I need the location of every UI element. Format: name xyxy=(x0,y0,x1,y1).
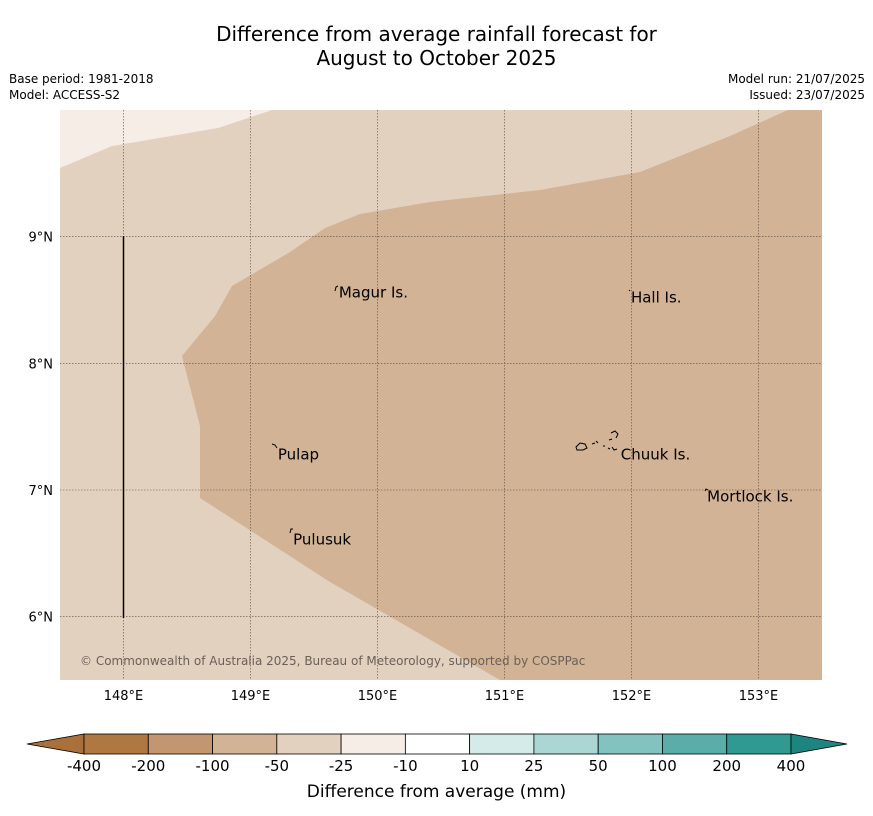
map-tick-labels: 148°E 149°E 150°E 151°E 152°E 153°E 9°N 8°N 7°N 6… xyxy=(29,231,779,704)
place-label: Hall Is. xyxy=(631,288,682,306)
colorbar-tick-label: -100 xyxy=(196,757,230,775)
colorbar-box xyxy=(147,733,213,755)
colorbar-tick-label: 10 xyxy=(460,757,479,775)
colorbar-tick-label: 400 xyxy=(777,757,806,775)
colorbar-box xyxy=(662,733,728,755)
place-label: Pulusuk xyxy=(293,530,351,548)
lon-tick-label: 153°E xyxy=(739,689,779,704)
colorbar-tick-label: 200 xyxy=(712,757,741,775)
map-band-light xyxy=(60,110,272,168)
meta-left: Base period: 1981-2018 Model: ACCESS-S2 xyxy=(9,71,154,103)
lon-tick-label: 150°E xyxy=(358,689,398,704)
colorbar-tick-label: -50 xyxy=(265,757,290,775)
model-run-text: Model run: 21/07/2025 xyxy=(727,72,865,86)
base-period-text: Base period: 1981-2018 xyxy=(9,72,154,86)
colorbar-box xyxy=(404,733,471,755)
colorbar-extend-high xyxy=(790,733,848,755)
lon-tick-label: 148°E xyxy=(104,689,144,704)
colorbar: -400 -200 -100 -50 -25 -10 10 25 50 100 200 400 xyxy=(26,733,848,775)
lon-tick-label: 151°E xyxy=(485,689,525,704)
island-hall-outline xyxy=(628,289,631,292)
copyright-text: © Commonwealth of Australia 2025, Bureau… xyxy=(80,654,585,668)
island-outlines xyxy=(271,285,709,534)
colorbar-box xyxy=(83,733,149,755)
colorbar-box xyxy=(212,733,278,755)
meta-right: Model run: 21/07/2025 Issued: 23/07/2025 xyxy=(728,71,865,103)
place-label: Mortlock Is. xyxy=(707,487,793,505)
place-label: Magur Is. xyxy=(339,283,408,301)
colorbar-tick-label: -25 xyxy=(329,757,354,775)
colorbar-box xyxy=(469,733,535,755)
colorbar-tick-label: -10 xyxy=(393,757,418,775)
model-text: Model: ACCESS-S2 xyxy=(9,88,121,102)
island-pulap-outline xyxy=(271,443,278,449)
island-chuuk-outline xyxy=(575,430,619,451)
lon-tick-label: 149°E xyxy=(231,689,271,704)
island-magur-outline xyxy=(334,285,339,292)
lat-tick-label: 6°N xyxy=(29,611,54,626)
colorbar-tick-label: 25 xyxy=(524,757,543,775)
colorbar-extend-low xyxy=(26,733,85,755)
colorbar-tick-label: 50 xyxy=(589,757,608,775)
lat-tick-label: 8°N xyxy=(29,357,54,372)
title-line-2: August to October 2025 xyxy=(316,46,557,70)
colorbar-box xyxy=(726,733,792,755)
colorbar-box xyxy=(340,733,406,755)
colorbar-box xyxy=(597,733,663,755)
colorbar-tick-label: -200 xyxy=(131,757,165,775)
lon-tick-label: 152°E xyxy=(612,689,652,704)
title-line-1: Difference from average rainfall forecas… xyxy=(216,22,657,46)
place-label: Chuuk Is. xyxy=(621,446,690,464)
colorbar-tick-label: -400 xyxy=(67,757,101,775)
colorbar-title: Difference from average (mm) xyxy=(306,782,567,802)
colorbar-box xyxy=(276,733,342,755)
map-title: Difference from average rainfall forecas… xyxy=(0,22,873,70)
place-label: Pulap xyxy=(278,446,319,464)
lat-tick-label: 7°N xyxy=(29,484,54,499)
colorbar-box xyxy=(533,733,599,755)
colorbar-tick-label: 100 xyxy=(648,757,677,775)
map-band-dark xyxy=(182,110,822,680)
lat-tick-label: 9°N xyxy=(29,231,54,246)
map-place-labels: Magur Is. Hall Is. Pulap Chuuk Is. Mortlock … xyxy=(278,283,793,548)
island-mortlock-outline xyxy=(704,488,709,492)
issued-text: Issued: 23/07/2025 xyxy=(749,88,865,102)
island-pulusuk-outline xyxy=(289,528,293,534)
